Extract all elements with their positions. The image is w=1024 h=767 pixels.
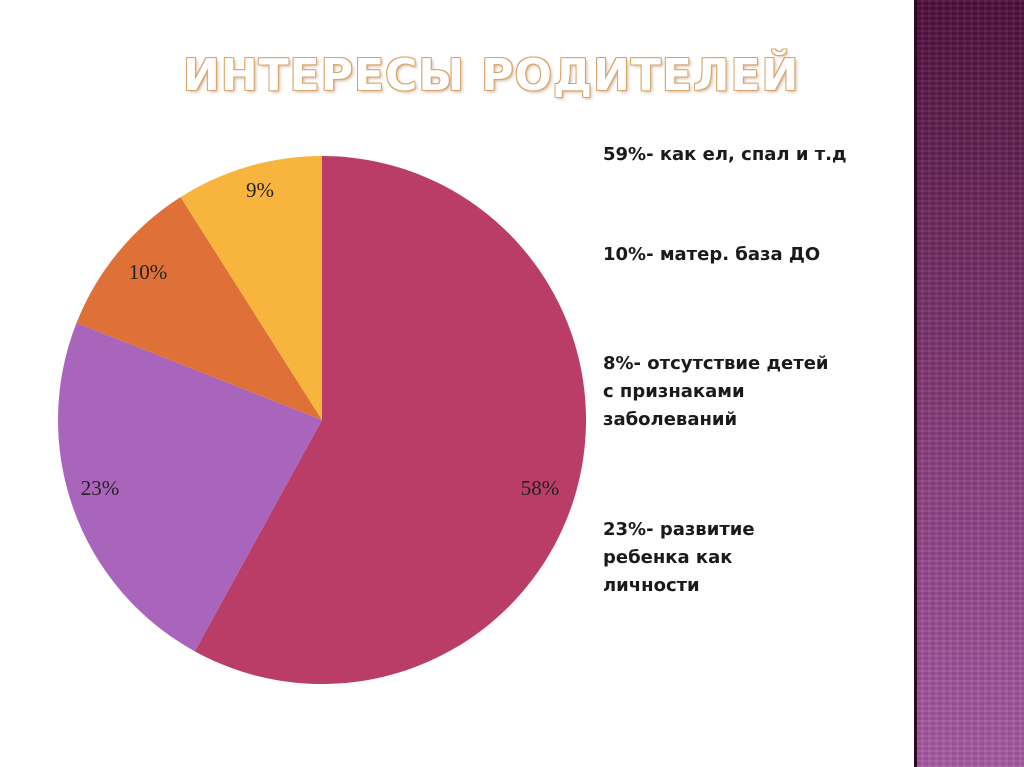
pie-labels: 58% 23% 10% 9% [81,178,560,500]
legend-line: заболеваний [603,409,738,430]
pie-slice-label: 10% [129,260,168,284]
page-title: ИНТЕРЕСЫ РОДИТЕЛЕЙ [183,50,800,101]
pie-slice-label: 23% [81,476,120,500]
pie-slice-23 [58,322,323,652]
pie-slices [58,156,587,685]
legend-item-2: 10%- матер. база ДО [603,241,903,269]
pie-slice-label: 58% [521,476,560,500]
pie-slice-10 [76,197,322,420]
pie-chart: 58% 23% 10% 9% [58,156,587,685]
legend-line: с признаками [603,381,745,402]
pie-slice-9 [180,156,322,420]
legend-item-4: 23%- развитие ребенка как личности [603,516,903,600]
pie-slice-58 [194,156,587,685]
side-band-edge [914,0,917,767]
legend-item-3: 8%- отсутствие детей с признаками заболе… [603,350,903,434]
legend-line: личности [603,575,700,596]
legend-line: 59%- как ел, спал и т.д [603,144,847,165]
legend-line: 23%- развитие [603,519,755,540]
legend-line: 8%- отсутствие детей [603,353,829,374]
legend-item-1: 59%- как ел, спал и т.д [603,141,903,169]
legend-line: ребенка как [603,547,733,568]
decorative-side-band [914,0,1024,767]
legend-line: 10%- матер. база ДО [603,244,821,265]
pie-slice-label: 9% [246,178,274,202]
